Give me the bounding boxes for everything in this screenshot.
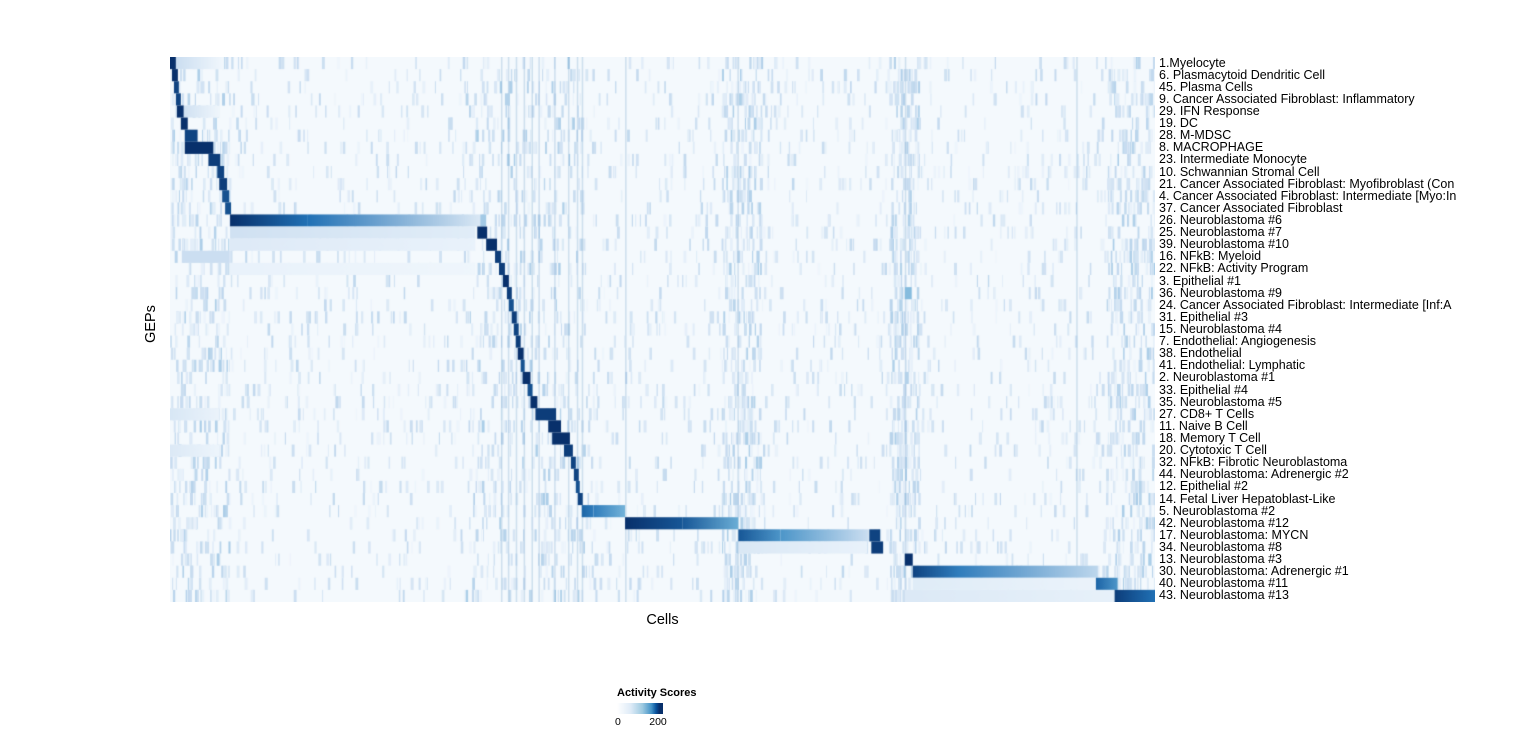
row-label: 5. Neuroblastoma #2 bbox=[1159, 503, 1276, 518]
row-label: 38. Endothelial bbox=[1159, 346, 1242, 361]
row-label: 15. Neuroblastoma #4 bbox=[1159, 322, 1282, 336]
row-label: 3. Epithelial #1 bbox=[1159, 273, 1242, 288]
row-label: 17. Neuroblastoma: MYCN bbox=[1159, 527, 1309, 542]
row-labels: 1.Myelocyte 6. Plasmacytoid Dendritic Cel… bbox=[1159, 55, 1540, 603]
row-label: 1.Myelocyte bbox=[1159, 55, 1226, 70]
row-label: 8. MACROPHAGE bbox=[1159, 140, 1264, 155]
row-label: 2. Neuroblastoma #1 bbox=[1159, 370, 1276, 385]
row-label: 21. Cancer Associated Fibroblast: Myofib… bbox=[1159, 176, 1455, 191]
row-label: 42. Neuroblastoma #12 bbox=[1159, 515, 1289, 530]
legend-ticks: 0 200 bbox=[614, 716, 667, 728]
row-label: 35. Neuroblastoma #5 bbox=[1159, 394, 1282, 409]
row-label: 25. Neuroblastoma #7 bbox=[1159, 225, 1282, 240]
legend-max-label: 200 bbox=[649, 716, 667, 728]
row-label: 26. Neuroblastoma #6 bbox=[1159, 213, 1282, 227]
row-label: 14. Fetal Liver Hepatoblast-Like bbox=[1159, 491, 1336, 506]
row-label: 29. IFN Response bbox=[1159, 104, 1260, 118]
legend: Activity Scores 0 200 bbox=[614, 687, 697, 728]
row-label: 31. Epithelial #3 bbox=[1159, 309, 1248, 324]
heatmap-canvas bbox=[170, 57, 1155, 602]
row-label: 34. Neuroblastoma #8 bbox=[1159, 540, 1282, 554]
row-label: 43. Neuroblastoma #13 bbox=[1159, 588, 1289, 603]
row-label: 44. Neuroblastoma: Adrenergic #2 bbox=[1159, 467, 1349, 482]
y-axis-label: GEPs bbox=[143, 305, 159, 343]
row-label: 30. Neuroblastoma: Adrenergic #1 bbox=[1159, 564, 1349, 579]
row-label: 10. Schwannian Stromal Cell bbox=[1159, 164, 1320, 179]
row-label: 11. Naive B Cell bbox=[1159, 418, 1248, 433]
row-label: 19. DC bbox=[1159, 116, 1198, 131]
row-label: 18. Memory T Cell bbox=[1159, 431, 1261, 445]
legend-min-label: 0 bbox=[614, 716, 621, 728]
row-label: 27. CD8+ T Cells bbox=[1159, 406, 1255, 421]
row-label: 16. NFkB: Myeloid bbox=[1159, 249, 1262, 264]
row-label: 41. Endothelial: Lymphatic bbox=[1159, 358, 1306, 373]
row-label: 13. Neuroblastoma #3 bbox=[1159, 552, 1282, 567]
row-label: 36. Neuroblastoma #9 bbox=[1159, 285, 1282, 300]
row-label: 6. Plasmacytoid Dendritic Cell bbox=[1159, 67, 1326, 82]
row-label: 45. Plasma Cells bbox=[1159, 79, 1253, 94]
legend-title: Activity Scores bbox=[617, 687, 697, 699]
row-label: 32. NFkB: Fibrotic Neuroblastoma bbox=[1159, 455, 1348, 470]
row-label: 24. Cancer Associated Fibroblast: Interm… bbox=[1159, 297, 1452, 312]
row-label: 9. Cancer Associated Fibroblast: Inflamm… bbox=[1159, 91, 1415, 106]
row-label: 37. Cancer Associated Fibroblast bbox=[1159, 200, 1343, 215]
row-label: 23. Intermediate Monocyte bbox=[1159, 152, 1307, 167]
row-label: 12. Epithelial #2 bbox=[1159, 479, 1248, 494]
row-label: 40. Neuroblastoma #11 bbox=[1159, 576, 1289, 591]
row-label: 22. NFkB: Activity Program bbox=[1159, 261, 1309, 276]
row-label: 4. Cancer Associated Fibroblast: Interme… bbox=[1159, 188, 1457, 203]
row-label: 39. Neuroblastoma #10 bbox=[1159, 237, 1289, 252]
row-label: 20. Cytotoxic T Cell bbox=[1159, 443, 1267, 458]
legend-gradient-bar bbox=[617, 703, 663, 714]
row-label: 28. M-MDSC bbox=[1159, 128, 1232, 143]
row-label: 33. Epithelial #4 bbox=[1159, 382, 1248, 397]
row-label: 7. Endothelial: Angiogenesis bbox=[1159, 334, 1317, 349]
x-axis-label: Cells bbox=[646, 612, 679, 628]
